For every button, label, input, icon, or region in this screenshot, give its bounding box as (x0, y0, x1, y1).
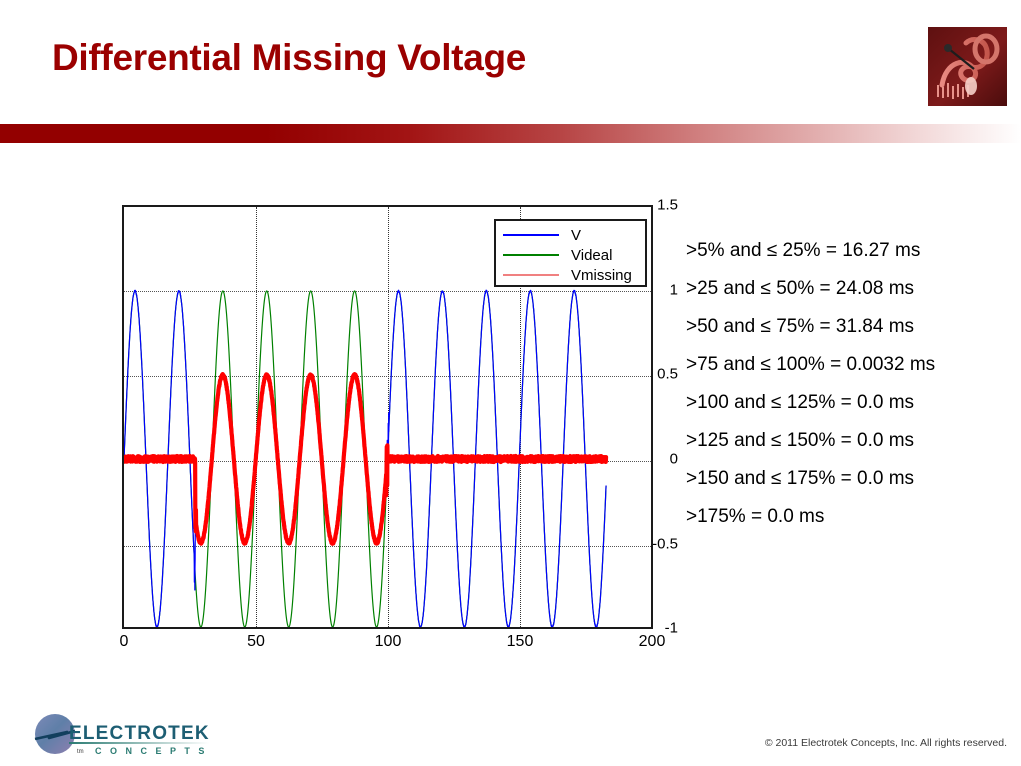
stats-line: >175% = 0.0 ms (686, 506, 825, 527)
y-axis-tick-label: 1.5 (657, 196, 678, 214)
footer-logo: ELECTROTEK C O N C E P T S tm (33, 712, 213, 758)
stats-line: >75 and ≤ 100% = 0.0032 ms (686, 354, 936, 375)
series-vmissing-path (124, 374, 606, 544)
waveform-traces (124, 207, 651, 627)
stats-line: >50 and ≤ 75% = 31.84 ms (686, 316, 915, 337)
stats-line: >100 and ≤ 125% = 0.0 ms (686, 392, 915, 413)
gridline-horizontal (124, 546, 651, 547)
footer-logo-tm-text: tm (77, 749, 84, 755)
x-axis-tick-label: 200 (638, 633, 666, 650)
legend-label-v: V (571, 226, 582, 244)
legend-swatch-v (503, 234, 559, 236)
stats-line: >25 and ≤ 50% = 24.08 ms (686, 278, 915, 299)
brand-logo-graphic (928, 27, 1007, 106)
gridline-horizontal (124, 376, 651, 377)
x-axis-tick-label: 50 (247, 633, 265, 650)
y-axis-tick-label: 0.5 (657, 365, 678, 383)
gridline-vertical (256, 207, 257, 627)
legend-label-videal: Videal (571, 246, 613, 264)
chart-container: 1.5 1 0.5 0 -0.5 -1 V Videal (88, 196, 678, 656)
plot-area: V Videal Vmissing (122, 205, 653, 629)
electrotek-logo-graphic: ELECTROTEK C O N C E P T S tm (34, 714, 210, 756)
y-axis-tick-label: 1 (669, 281, 678, 299)
x-axis-tick-label: 0 (119, 633, 129, 650)
legend-item-videal: Videal (496, 245, 645, 265)
copyright-notice: © 2011 Electrotek Concepts, Inc. All rig… (764, 737, 1007, 749)
y-axis-tick-label: -0.5 (652, 535, 678, 553)
stats-line: >150 and ≤ 175% = 0.0 ms (686, 468, 915, 489)
legend-item-v: V (496, 225, 645, 245)
legend-item-vmissing: Vmissing (496, 265, 645, 285)
legend-label-vmissing: Vmissing (571, 266, 632, 284)
x-axis-tick-label: 150 (506, 633, 534, 650)
y-axis-tick-label: 0 (669, 450, 678, 468)
x-axis-tick-label: 100 (374, 633, 402, 650)
y-axis-tick-label: -1 (664, 619, 678, 637)
missing-voltage-stats-list: >5% and ≤ 25% = 16.27 ms >25 and ≤ 50% =… (686, 232, 1011, 536)
legend-swatch-videal (503, 254, 559, 256)
brand-logo (928, 27, 1007, 106)
stats-line: >125 and ≤ 150% = 0.0 ms (686, 430, 915, 451)
stats-line: >5% and ≤ 25% = 16.27 ms (686, 240, 921, 261)
header-divider-bar (0, 124, 1021, 143)
footer-logo-secondary-text: C O N C E P T S (95, 746, 207, 756)
page-title: Differential Missing Voltage (52, 37, 527, 78)
chart-legend: V Videal Vmissing (494, 219, 647, 287)
legend-swatch-vmissing (503, 274, 559, 276)
footer-logo-primary-text: ELECTROTEK (69, 723, 210, 744)
gridline-horizontal (124, 291, 651, 292)
